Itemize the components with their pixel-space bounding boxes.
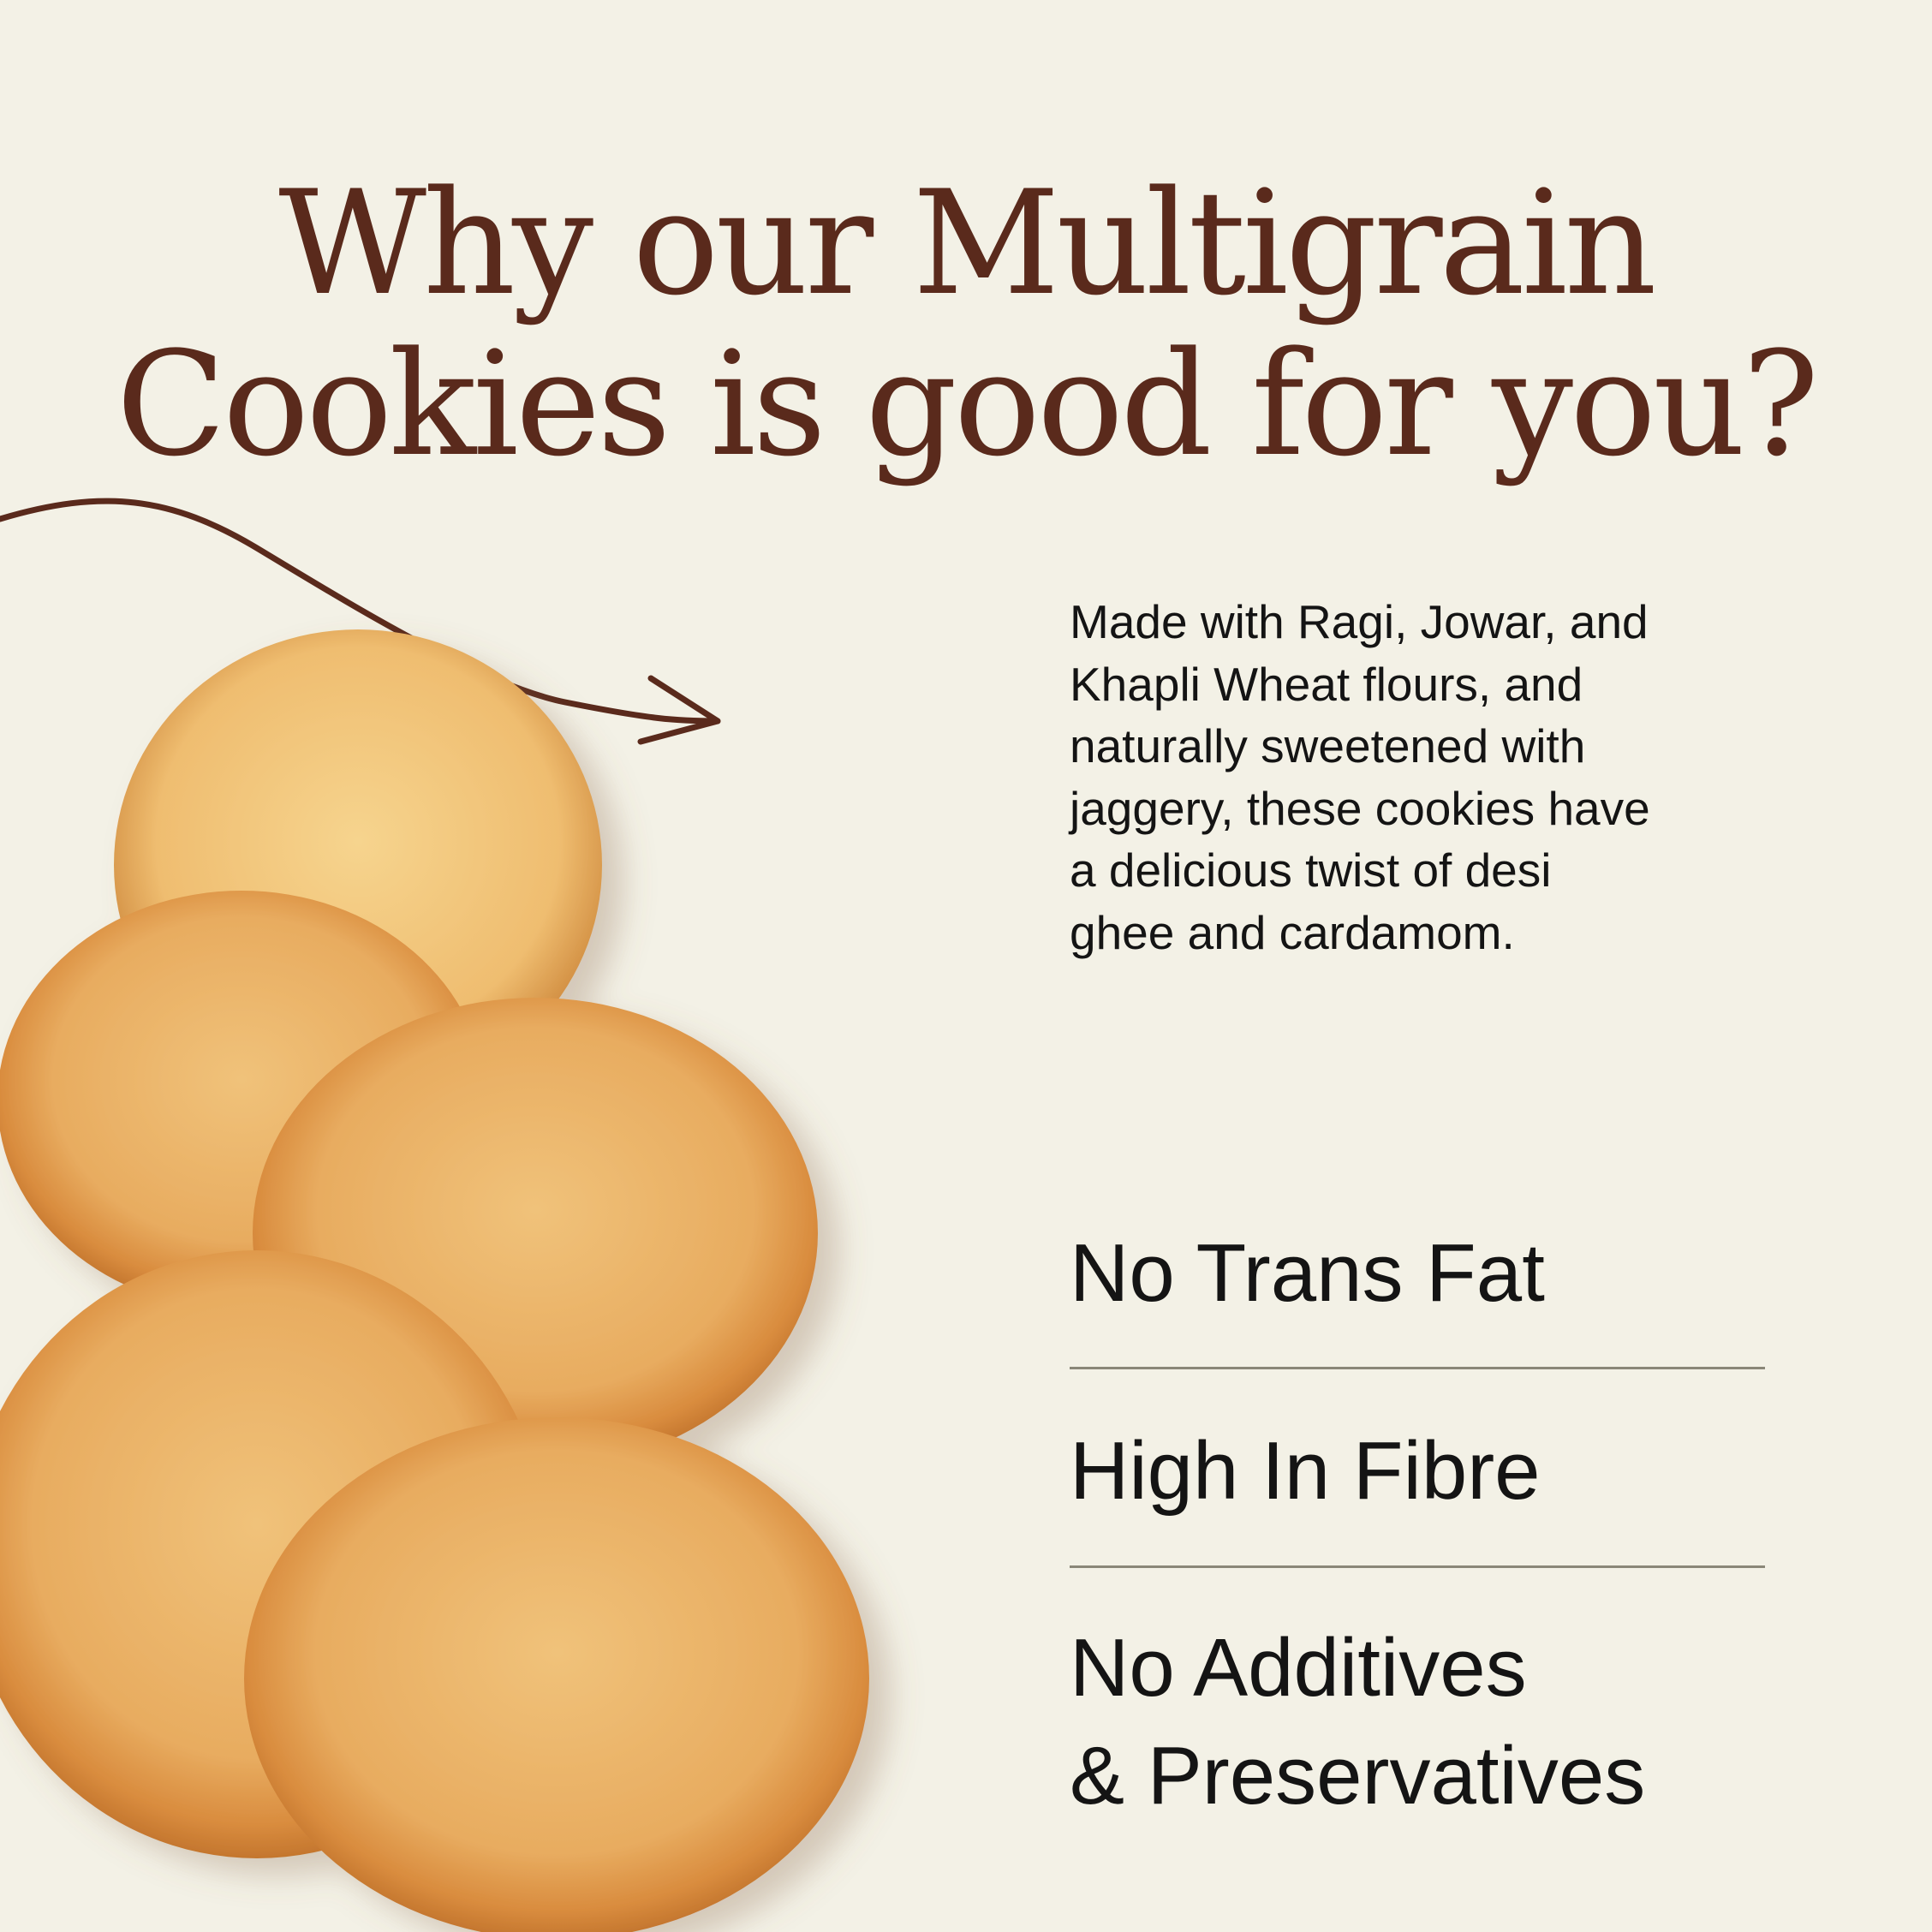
cookie-5: [244, 1417, 869, 1932]
title-line-1: Why our Multigrain: [278, 159, 1656, 327]
description-line: jaggery, these cookies have: [1070, 781, 1650, 835]
description: Made with Ragi, Jowar, and Khapli Wheat …: [1070, 591, 1755, 963]
feature-no-trans-fat: No Trans Fat: [1070, 1227, 1545, 1319]
arrowhead-icon: [637, 675, 721, 745]
page-title: Why our Multigrain Cookies is good for y…: [0, 163, 1932, 485]
description-line: ghee and cardamom.: [1070, 905, 1515, 959]
description-line: naturally sweetened with: [1070, 719, 1586, 772]
feature-preservatives: & Preservatives: [1070, 1730, 1646, 1822]
feature-no-additives: No Additives: [1070, 1622, 1527, 1714]
divider: [1070, 1367, 1765, 1369]
description-line: Khapli Wheat flours, and: [1070, 657, 1583, 711]
description-line: a delicious twist of desi: [1070, 844, 1552, 897]
description-line: Made with Ragi, Jowar, and: [1070, 595, 1649, 648]
divider: [1070, 1565, 1765, 1568]
feature-high-in-fibre: High In Fibre: [1070, 1425, 1541, 1517]
title-line-2: Cookies is good for you?: [116, 320, 1820, 488]
curved-arrow-icon: [0, 498, 721, 724]
